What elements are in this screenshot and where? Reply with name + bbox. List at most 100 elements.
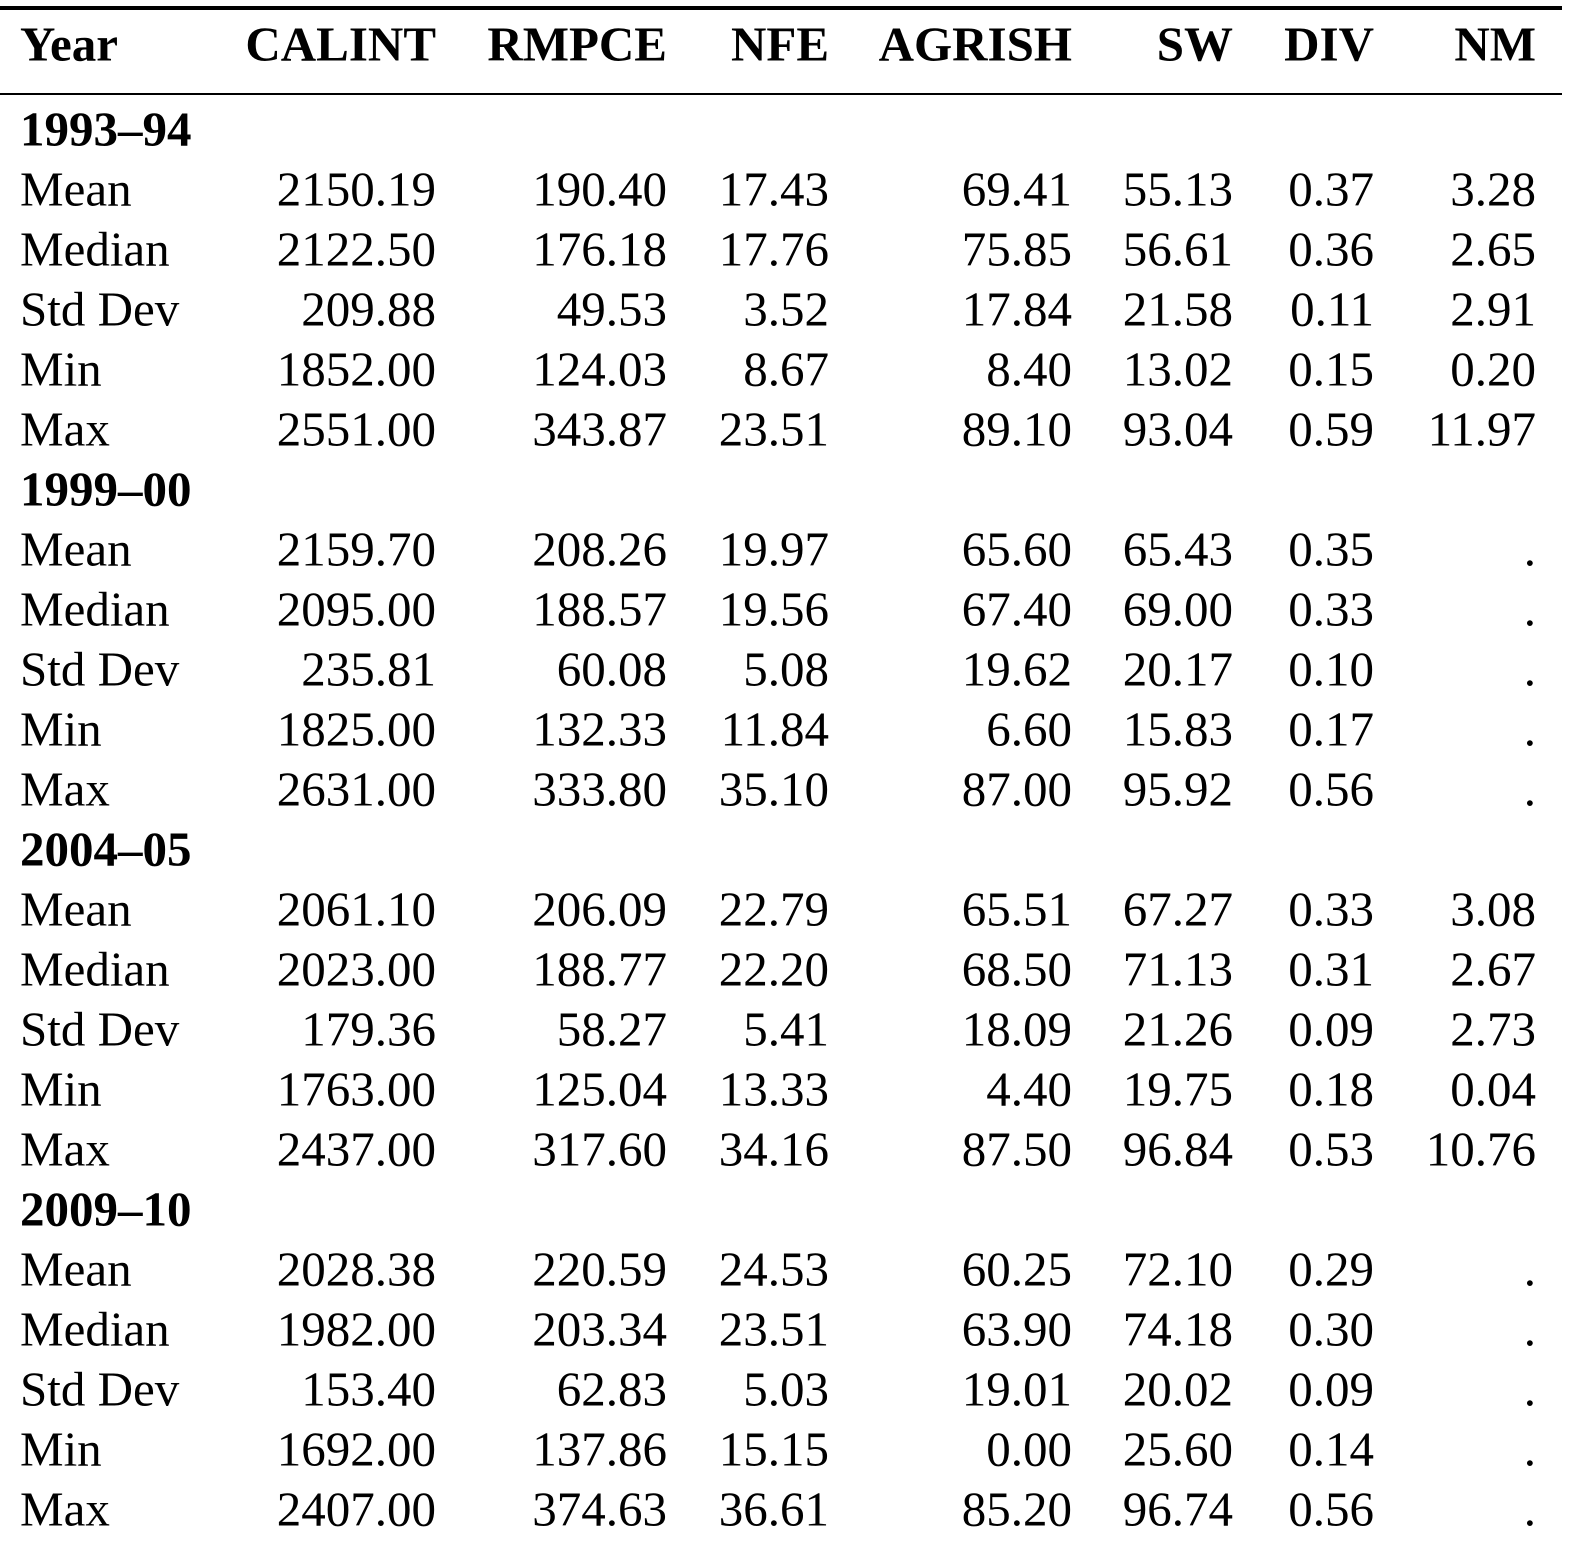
cell: 188.57 <box>532 581 667 636</box>
cell: . <box>1524 1301 1536 1356</box>
cell: 333.80 <box>532 761 667 816</box>
cell: . <box>1524 1241 1536 1296</box>
cell: 15.83 <box>1123 701 1233 756</box>
cell: 71.13 <box>1123 941 1233 996</box>
cell: 5.08 <box>743 641 829 696</box>
cell: 55.13 <box>1123 161 1233 216</box>
cell: 1763.00 <box>277 1061 436 1116</box>
group-label: 2004–05 <box>20 821 192 876</box>
row-label: Min <box>20 701 102 756</box>
cell: 4.40 <box>986 1061 1072 1116</box>
cell: 209.88 <box>301 281 436 336</box>
cell: 0.53 <box>1288 1121 1374 1176</box>
cell: 3.08 <box>1450 881 1536 936</box>
cell: . <box>1524 581 1536 636</box>
cell: 56.61 <box>1123 221 1233 276</box>
cell: 2095.00 <box>277 581 436 636</box>
row-label: Mean <box>20 881 132 936</box>
cell: 60.08 <box>557 641 667 696</box>
cell: 0.11 <box>1290 281 1374 336</box>
cell: 0.09 <box>1288 1361 1374 1416</box>
cell: 11.84 <box>721 701 829 756</box>
row-label: Min <box>20 341 102 396</box>
row-label: Min <box>20 1061 102 1116</box>
cell: 65.43 <box>1123 521 1233 576</box>
cell: 11.97 <box>1428 401 1536 456</box>
cell: 203.34 <box>532 1301 667 1356</box>
cell: 67.40 <box>962 581 1072 636</box>
cell: 65.60 <box>962 521 1072 576</box>
cell: 188.77 <box>532 941 667 996</box>
cell: 13.33 <box>719 1061 829 1116</box>
cell: 2.73 <box>1450 1001 1536 1056</box>
cell: 65.51 <box>962 881 1072 936</box>
cell: 176.18 <box>532 221 667 276</box>
row-label: Std Dev <box>20 641 180 696</box>
cell: 1852.00 <box>277 341 436 396</box>
cell: 2023.00 <box>277 941 436 996</box>
cell: . <box>1524 761 1536 816</box>
cell: 21.26 <box>1123 1001 1233 1056</box>
cell: 93.04 <box>1123 401 1233 456</box>
cell: 17.76 <box>719 221 829 276</box>
cell: 19.56 <box>719 581 829 636</box>
cell: . <box>1524 1361 1536 1416</box>
cell: 0.37 <box>1288 161 1374 216</box>
cell: . <box>1524 1421 1536 1476</box>
cell: 2.67 <box>1450 941 1536 996</box>
cell: 206.09 <box>532 881 667 936</box>
row-label: Max <box>20 1121 110 1176</box>
column-header: Year <box>20 16 118 71</box>
cell: 21.58 <box>1123 281 1233 336</box>
cell: 2159.70 <box>277 521 436 576</box>
cell: 36.61 <box>719 1481 829 1536</box>
group-label: 1999–00 <box>20 461 192 516</box>
cell: 2437.00 <box>277 1121 436 1176</box>
row-label: Mean <box>20 161 132 216</box>
cell: 137.86 <box>532 1421 667 1476</box>
cell: 5.03 <box>743 1361 829 1416</box>
cell: 2122.50 <box>277 221 436 276</box>
cell: 60.25 <box>962 1241 1072 1296</box>
cell: 19.62 <box>962 641 1072 696</box>
row-label: Median <box>20 581 170 636</box>
cell: 2551.00 <box>277 401 436 456</box>
group-label: 2009–10 <box>20 1181 192 1236</box>
cell: 67.27 <box>1123 881 1233 936</box>
cell: 124.03 <box>532 341 667 396</box>
cell: 0.31 <box>1288 941 1374 996</box>
cell: 0.56 <box>1288 761 1374 816</box>
cell: 63.90 <box>962 1301 1072 1356</box>
cell: 25.60 <box>1123 1421 1233 1476</box>
cell: . <box>1524 641 1536 696</box>
cell: 20.17 <box>1123 641 1233 696</box>
cell: 6.60 <box>986 701 1072 756</box>
cell: 2061.10 <box>277 881 436 936</box>
column-header: SW <box>1157 16 1233 71</box>
cell: 96.84 <box>1123 1121 1233 1176</box>
cell: 3.52 <box>743 281 829 336</box>
cell: 235.81 <box>301 641 436 696</box>
cell: 0.59 <box>1288 401 1374 456</box>
cell: 2631.00 <box>277 761 436 816</box>
cell: 0.14 <box>1288 1421 1374 1476</box>
cell: 69.41 <box>962 161 1072 216</box>
row-label: Mean <box>20 521 132 576</box>
cell: 8.67 <box>743 341 829 396</box>
cell: 374.63 <box>532 1481 667 1536</box>
row-label: Min <box>20 1421 102 1476</box>
group-label: 1993–94 <box>20 101 192 156</box>
cell: 85.20 <box>962 1481 1072 1536</box>
row-label: Median <box>20 221 170 276</box>
cell: 24.53 <box>719 1241 829 1296</box>
cell: 18.09 <box>962 1001 1072 1056</box>
row-label: Max <box>20 1481 110 1536</box>
cell: 95.92 <box>1123 761 1233 816</box>
row-label: Median <box>20 941 170 996</box>
row-label: Std Dev <box>20 281 180 336</box>
cell: 87.00 <box>962 761 1072 816</box>
cell: 2.91 <box>1450 281 1536 336</box>
cell: 190.40 <box>532 161 667 216</box>
cell: 0.00 <box>986 1421 1072 1476</box>
